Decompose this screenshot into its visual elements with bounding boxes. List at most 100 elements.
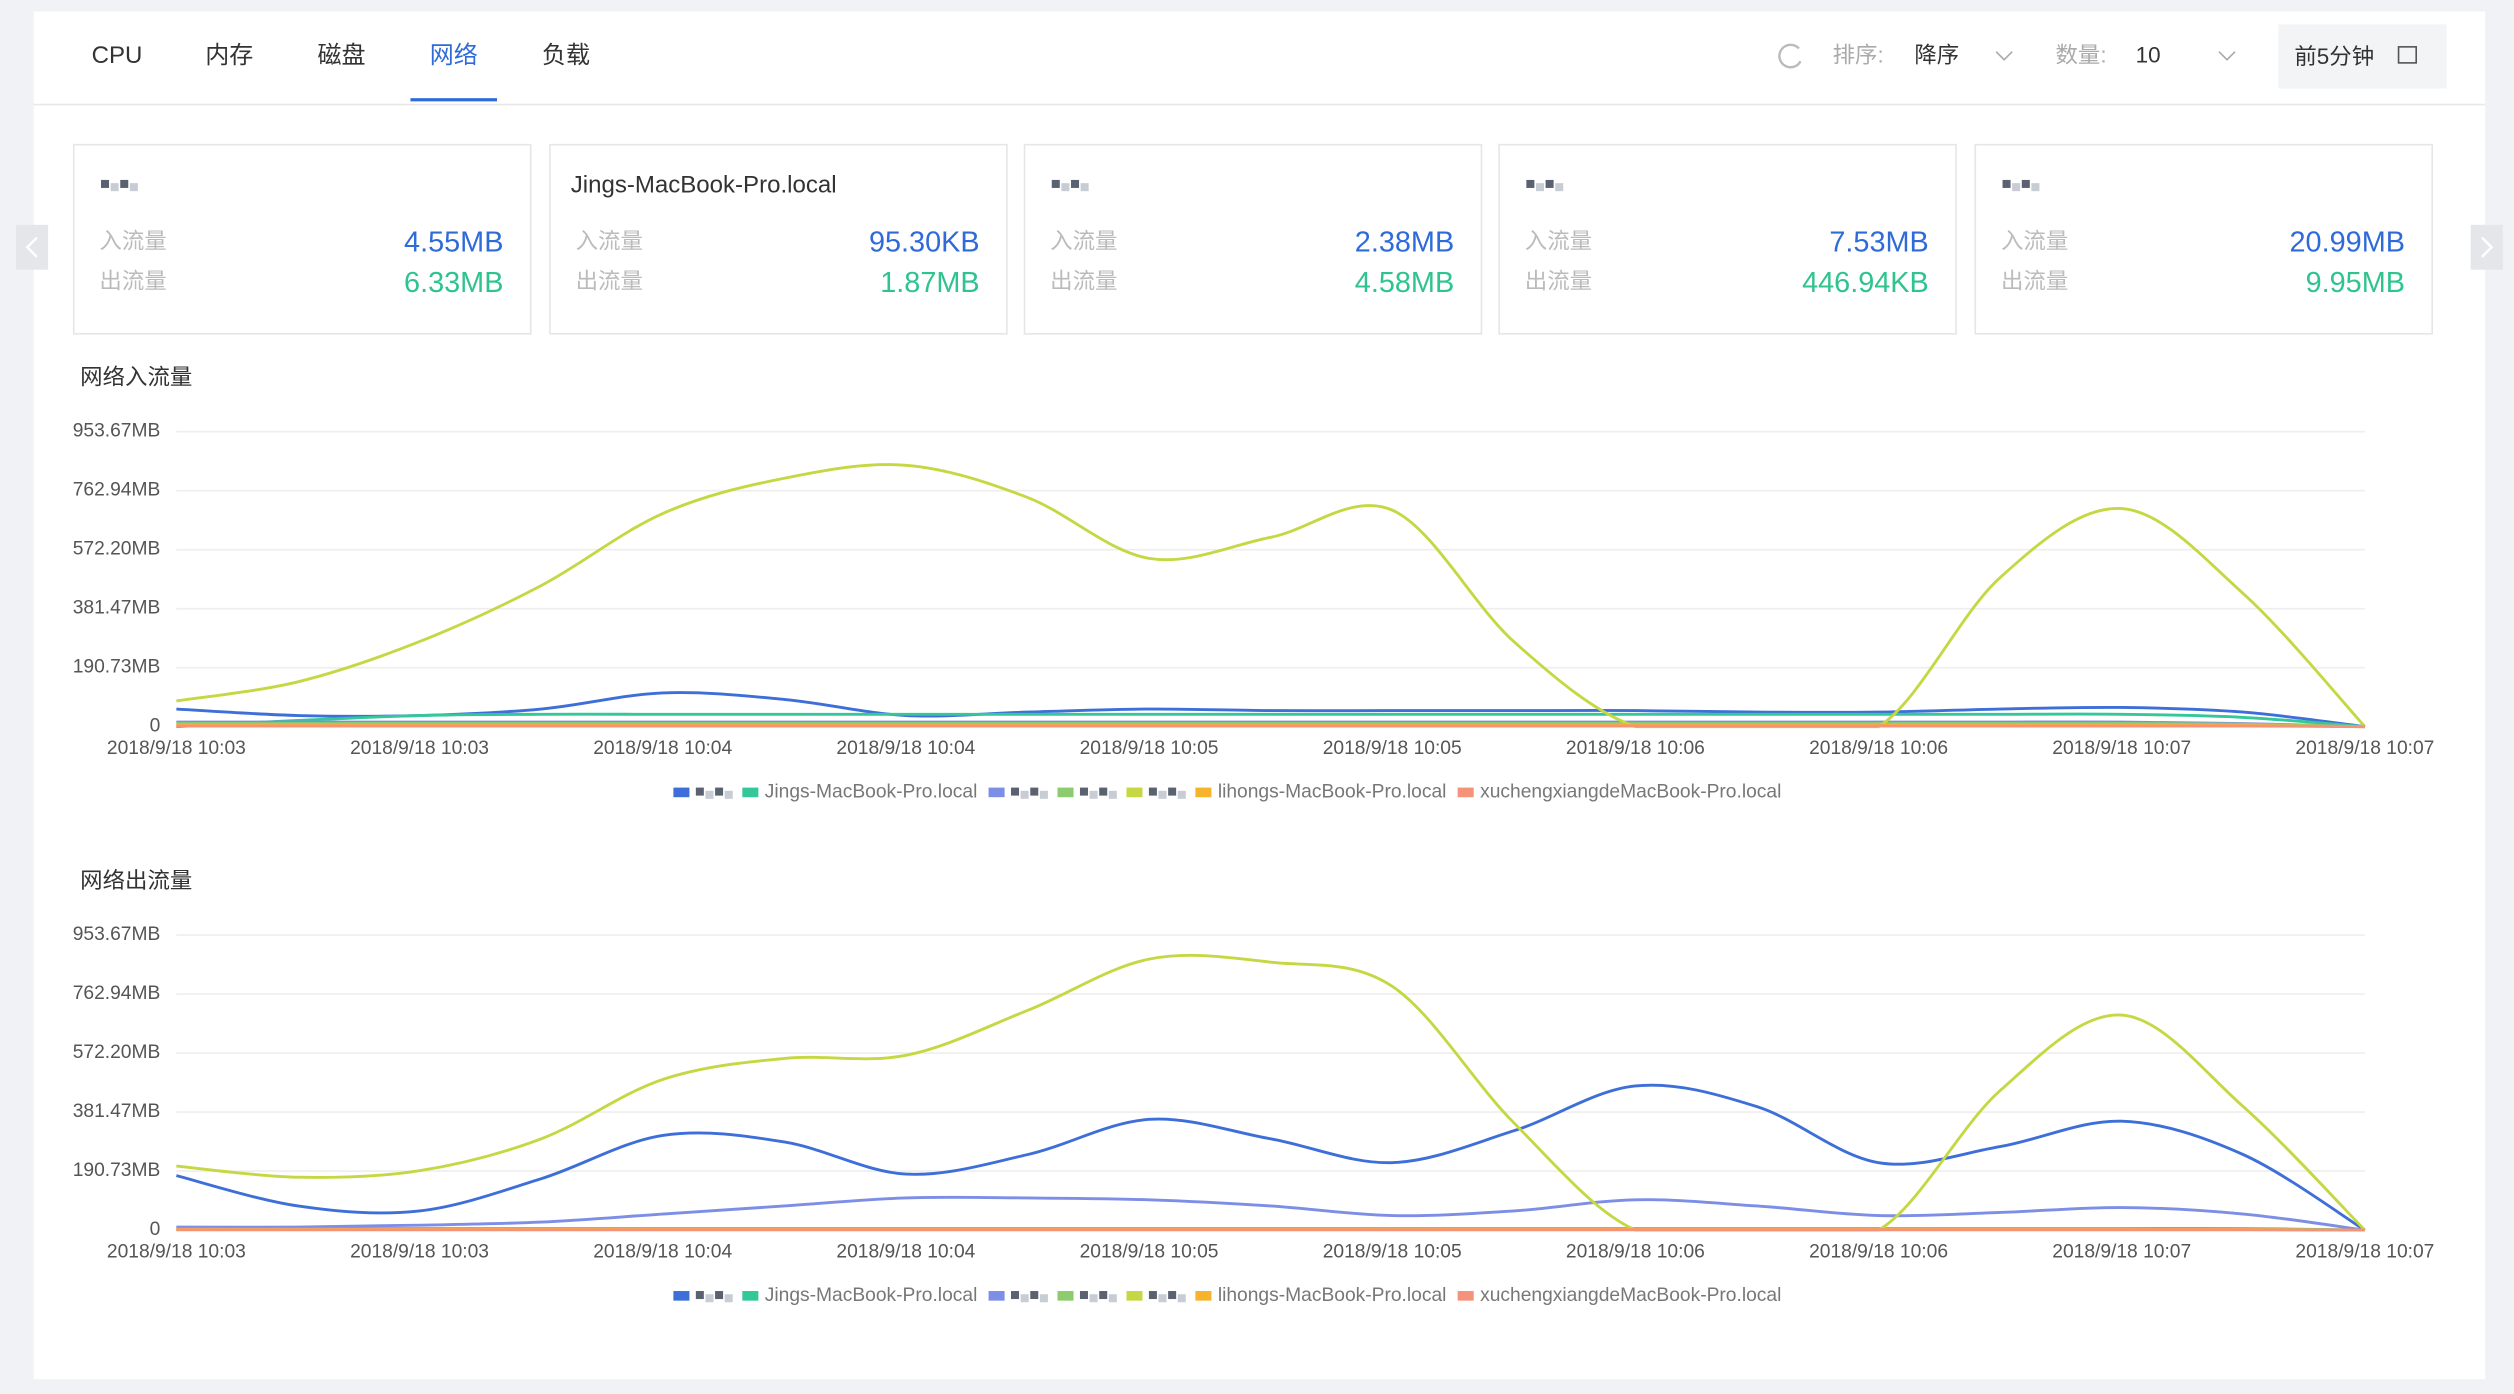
x-tick-label: 2018/9/18 10:03 [107, 738, 246, 759]
redacted-name [1099, 1291, 1108, 1300]
x-tick-label: 2018/9/18 10:04 [836, 738, 975, 759]
legend-label: lihongs-MacBook-Pro.local [1218, 1285, 1447, 1306]
legend-swatch [988, 787, 1005, 798]
y-tick-label: 190.73MB [73, 657, 161, 678]
refresh-icon[interactable] [1778, 43, 1802, 69]
card [1974, 143, 2434, 335]
redacted-name [129, 183, 138, 192]
y-tick-label: 0 [150, 1219, 161, 1240]
legend-swatch [742, 1291, 759, 1301]
y-tick-label: 0 [150, 716, 161, 737]
sort-label: 排序: [1833, 42, 1884, 67]
redacted-name [1011, 787, 1020, 796]
tab[interactable]: 内存 [205, 42, 253, 69]
card [1023, 143, 1483, 335]
redacted-name [705, 790, 714, 799]
legend-label: Jings-MacBook-Pro.local [765, 781, 978, 802]
redacted-name [695, 1291, 704, 1300]
chart-title: 网络入流量 [80, 365, 192, 390]
redacted-name [1020, 790, 1029, 799]
in-label: 入流量 [99, 228, 166, 253]
legend-swatch [1126, 787, 1143, 798]
x-tick-label: 2018/9/18 10:07 [2052, 738, 2191, 759]
redacted-name [1158, 1294, 1167, 1303]
redacted-name [1051, 179, 1060, 188]
x-tick-label: 2018/9/18 10:06 [1566, 738, 1705, 759]
redacted-name [1177, 1294, 1186, 1303]
in-value: 2.38MB [1355, 227, 1454, 259]
redacted-name [1526, 179, 1535, 188]
redacted-name [1168, 1291, 1177, 1300]
redacted-name [1177, 790, 1186, 799]
out-value: 1.87MB [880, 267, 979, 299]
redacted-name [1545, 179, 1554, 188]
redacted-name [1108, 1294, 1117, 1303]
tab[interactable]: CPU [92, 42, 143, 69]
redacted-name [110, 183, 119, 192]
redacted-name [2021, 179, 2030, 188]
sort-value[interactable]: 降序 [1914, 42, 1959, 67]
out-label: 出流量 [576, 268, 643, 293]
series-line [176, 1195, 2366, 1232]
range-button[interactable] [2278, 24, 2447, 89]
redacted-name [1039, 1294, 1048, 1303]
tab-underline [410, 98, 498, 102]
redacted-name [1089, 1294, 1098, 1303]
in-label: 入流量 [576, 228, 643, 253]
y-tick-label: 381.47MB [73, 598, 161, 619]
tab[interactable]: 负载 [542, 42, 590, 69]
redacted-name [1080, 183, 1089, 192]
redacted-name [715, 1291, 724, 1300]
in-label: 入流量 [1525, 228, 1592, 253]
y-tick-label: 953.67MB [73, 924, 161, 945]
series-line [176, 691, 2366, 729]
series-line [176, 463, 2366, 729]
legend-swatch [1057, 787, 1074, 798]
x-tick-label: 2018/9/18 10:07 [2295, 738, 2434, 759]
series-line [176, 953, 2366, 1232]
redacted-name [1555, 183, 1564, 192]
out-value: 6.33MB [404, 267, 503, 299]
redacted-name [1020, 1294, 1029, 1303]
card [549, 143, 1008, 335]
tab[interactable]: 磁盘 [317, 42, 365, 69]
legend-swatch [673, 787, 690, 798]
chart-title: 网络出流量 [80, 868, 192, 893]
y-tick-label: 190.73MB [73, 1160, 161, 1181]
count-label: 数量: [2055, 42, 2106, 67]
redacted-name [1535, 183, 1544, 192]
tab[interactable]: 网络 [430, 42, 478, 69]
redacted-name [1148, 1291, 1157, 1300]
prev-arrow[interactable] [16, 224, 49, 270]
redacted-name [724, 790, 733, 799]
x-tick-label: 2018/9/18 10:05 [1323, 1242, 1462, 1263]
legend-swatch [1195, 787, 1212, 798]
x-tick-label: 2018/9/18 10:04 [836, 1242, 975, 1263]
next-arrow[interactable] [2470, 224, 2503, 270]
redacted-name [1030, 787, 1039, 796]
x-tick-label: 2018/9/18 10:06 [1566, 1242, 1705, 1263]
redacted-name [2012, 183, 2021, 192]
series-line [176, 724, 2365, 729]
count-caret [2218, 51, 2236, 61]
redacted-name [2031, 183, 2040, 192]
series-line [176, 722, 2365, 729]
redacted-name [1079, 1291, 1088, 1300]
redacted-name [1071, 179, 1080, 188]
redacted-name [695, 787, 704, 796]
redacted-name [1039, 790, 1048, 799]
y-tick-label: 762.94MB [73, 983, 161, 1004]
redacted-name [715, 787, 724, 796]
x-tick-label: 2018/9/18 10:06 [1809, 738, 1948, 759]
legend-swatch [988, 1291, 1005, 1301]
redacted-name [1061, 183, 1070, 192]
legend-swatch [1457, 1291, 1474, 1301]
x-tick-label: 2018/9/18 10:03 [350, 1242, 489, 1263]
in-value: 95.30KB [869, 227, 980, 259]
x-tick-label: 2018/9/18 10:04 [593, 1242, 732, 1263]
legend-swatch [673, 1291, 690, 1301]
out-label: 出流量 [1050, 268, 1117, 293]
count-value[interactable]: 10 [2136, 42, 2161, 67]
